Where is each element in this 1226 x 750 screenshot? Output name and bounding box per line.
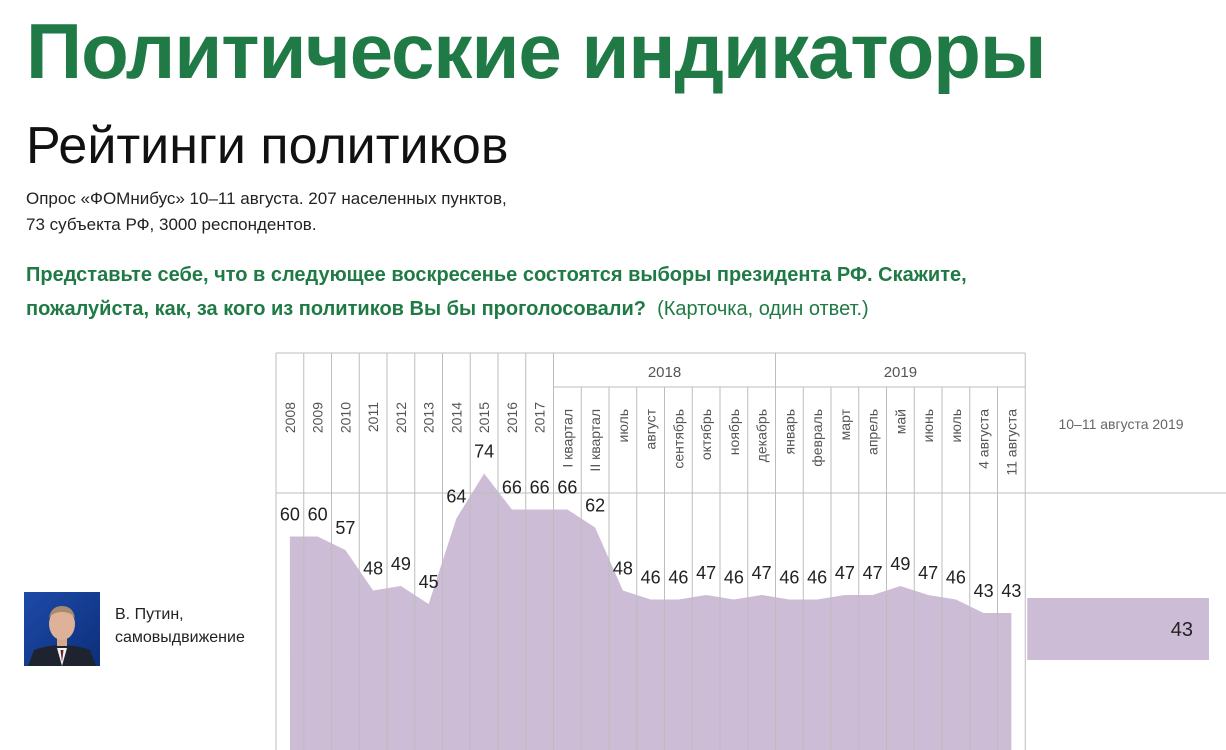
- question-line-2: пожалуйста, как, за кого из политиков Вы…: [26, 298, 646, 320]
- category-label: март: [837, 408, 853, 440]
- survey-question: Представьте себе, что в следующее воскре…: [26, 258, 1146, 326]
- category-label: июль: [615, 409, 631, 442]
- category-label: II квартал: [587, 409, 603, 472]
- value-label: 46: [641, 568, 661, 588]
- category-label: 2012: [393, 402, 409, 433]
- value-label: 46: [807, 568, 827, 588]
- politician-name-line-2: самовыдвижение: [115, 629, 245, 646]
- value-label: 66: [530, 478, 550, 498]
- category-label: сентябрь: [670, 409, 686, 469]
- value-label: 47: [835, 563, 855, 583]
- label-layer: 2018 2019 2008 2009 2010 2011 2012 2013 2014 2015…: [280, 364, 1193, 641]
- value-label: 60: [308, 505, 328, 525]
- current-value-band: [1027, 598, 1209, 660]
- current-value-label: 43: [1171, 619, 1193, 641]
- group-label: 2019: [884, 364, 917, 381]
- category-label: 2013: [421, 402, 437, 433]
- category-label: август: [643, 408, 659, 449]
- value-label: 47: [752, 563, 772, 583]
- value-label: 43: [974, 581, 994, 601]
- current-period-label: 10–11 августа 2019: [1058, 416, 1183, 432]
- value-label: 74: [474, 442, 494, 462]
- area-layer: [289, 473, 1209, 750]
- value-label: 62: [585, 496, 605, 516]
- value-label: 46: [779, 568, 799, 588]
- category-label: июль: [948, 409, 964, 442]
- value-label: 46: [724, 568, 744, 588]
- value-label: 47: [918, 563, 938, 583]
- survey-info: Опрос «ФОМнибус» 10–11 августа. 207 насе…: [26, 186, 507, 238]
- value-label: 66: [557, 478, 577, 498]
- category-label: январь: [781, 409, 797, 454]
- value-label: 47: [696, 563, 716, 583]
- category-label: 2009: [310, 402, 326, 433]
- category-label: апрель: [865, 409, 881, 455]
- sub-title: Рейтинги политиков: [26, 117, 509, 175]
- category-label: июнь: [920, 409, 936, 442]
- category-label: ноябрь: [726, 409, 742, 455]
- category-label: 2015: [476, 402, 492, 433]
- value-label: 45: [419, 572, 439, 592]
- politician-name: В. Путин, самовыдвижение: [115, 603, 245, 649]
- value-label: 57: [335, 518, 355, 538]
- category-label: 2011: [365, 402, 381, 432]
- value-label: 43: [1001, 581, 1021, 601]
- category-label: декабрь: [754, 409, 770, 462]
- value-label: 46: [668, 568, 688, 588]
- value-label: 49: [890, 554, 910, 574]
- value-label: 48: [363, 559, 383, 579]
- value-label: 64: [446, 487, 466, 507]
- rating-area: [289, 473, 1012, 750]
- main-title: Политические индикаторы: [26, 7, 1046, 95]
- category-label: 4 августа: [976, 409, 992, 469]
- category-label: февраль: [809, 409, 825, 467]
- category-label: май: [892, 409, 908, 434]
- group-label: 2018: [648, 364, 681, 381]
- value-label: 47: [863, 563, 883, 583]
- survey-line-2: 73 субъекта РФ, 3000 респондентов.: [26, 215, 317, 234]
- value-label: 66: [502, 478, 522, 498]
- politician-name-line-1: В. Путин,: [115, 606, 184, 623]
- category-label: 2016: [504, 402, 520, 433]
- question-note: (Карточка, один ответ.): [657, 298, 869, 320]
- value-label: 48: [613, 559, 633, 579]
- value-label: 46: [946, 568, 966, 588]
- category-label: 2014: [448, 402, 464, 433]
- person-portrait-icon: [24, 592, 100, 666]
- value-label: 60: [280, 505, 300, 525]
- category-label: октябрь: [698, 409, 714, 460]
- category-label: 11 августа: [1003, 409, 1019, 476]
- category-label: I квартал: [559, 409, 575, 468]
- grid-layer: [275, 352, 1226, 750]
- category-label: 2017: [532, 402, 548, 433]
- category-label: 2008: [282, 402, 298, 433]
- value-label: 49: [391, 554, 411, 574]
- question-line-1: Представьте себе, что в следующее воскре…: [26, 264, 967, 286]
- category-label: 2010: [337, 402, 353, 433]
- survey-line-1: Опрос «ФОМнибус» 10–11 августа. 207 насе…: [26, 189, 507, 208]
